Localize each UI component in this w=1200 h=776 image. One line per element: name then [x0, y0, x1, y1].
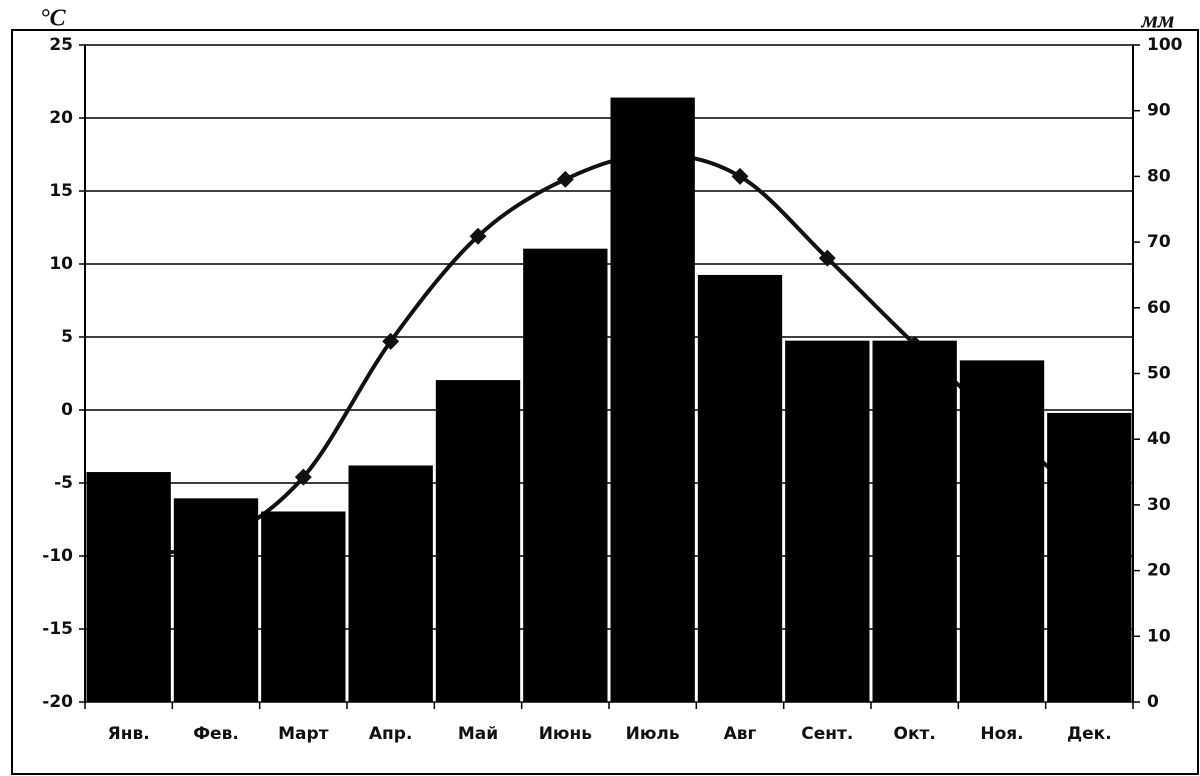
y2-tick-label: 20 [1147, 561, 1171, 581]
y2-tick-label: 80 [1147, 166, 1171, 186]
x-tick-label: Окт. [894, 724, 936, 744]
x-tick-label: Авг [724, 724, 757, 744]
y2-tick-label: 70 [1147, 232, 1171, 252]
x-tick-label: Дек. [1067, 724, 1112, 744]
y-tick-label: 5 [61, 327, 73, 347]
y-tick-label: 15 [49, 181, 73, 201]
precipitation-bar [959, 360, 1045, 702]
y2-tick-label: 90 [1147, 101, 1171, 121]
x-tick-label: Июль [626, 724, 680, 744]
x-tick-label: Апр. [369, 724, 413, 744]
y2-tick-label: 40 [1147, 429, 1171, 449]
y-tick-label: -15 [42, 619, 73, 639]
y2-tick-label: 30 [1147, 495, 1171, 515]
precipitation-bar [697, 274, 783, 702]
y2-tick-label: 50 [1147, 364, 1171, 384]
temperature-marker [294, 468, 312, 486]
y2-tick-label: 60 [1147, 298, 1171, 318]
y-tick-label: 10 [49, 254, 73, 274]
precipitation-bar [261, 511, 346, 702]
x-tick-label: Сент. [801, 724, 853, 744]
y-tick-label: -5 [54, 473, 73, 493]
precipitation-bar [523, 248, 608, 703]
temperature-marker [469, 227, 487, 245]
temperature-marker [382, 332, 400, 350]
outer-frame [11, 29, 1199, 775]
precipitation-bar [785, 340, 870, 702]
temperature-marker [556, 170, 574, 188]
y2-tick-label: 0 [1147, 692, 1159, 712]
y-tick-label: 25 [49, 35, 73, 55]
x-tick-label: Янв. [108, 724, 150, 744]
x-tick-label: Фев. [193, 724, 239, 744]
x-tick-label: Май [458, 724, 498, 744]
precipitation-bar [435, 380, 521, 702]
precipitation-bar [610, 97, 695, 702]
y-tick-label: 0 [61, 400, 73, 420]
precipitation-bar [1047, 412, 1132, 702]
temperature-marker [818, 249, 836, 267]
precipitation-bar [173, 498, 259, 702]
y2-tick-label: 100 [1147, 35, 1183, 55]
x-tick-label: Июнь [539, 724, 592, 744]
y-axis-unit: °C [40, 6, 67, 32]
y-tick-label: -10 [42, 546, 73, 566]
temperature-marker [731, 167, 749, 185]
y2-axis-unit: мм [1141, 8, 1175, 34]
x-tick-label: Ноя. [980, 724, 1023, 744]
y-tick-label: -20 [42, 692, 73, 712]
x-tick-label: Март [278, 724, 329, 744]
precipitation-bar [86, 472, 171, 702]
y2-tick-label: 10 [1147, 626, 1171, 646]
precipitation-bar [348, 465, 433, 702]
y-tick-label: 20 [49, 108, 73, 128]
precipitation-bar [872, 340, 957, 702]
